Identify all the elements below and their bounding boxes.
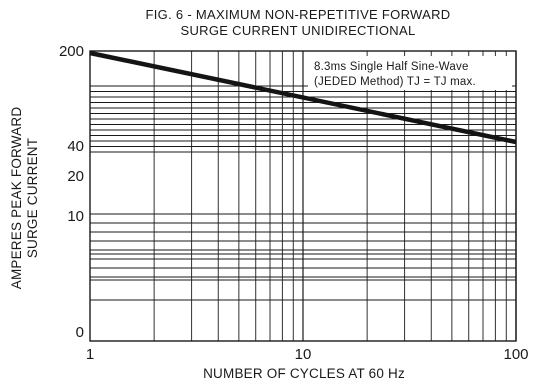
annotation-line-1: 8.3ms Single Half Sine-Wave — [314, 61, 469, 73]
y-axis-label-line-1: AMPERES PEAK FORWARD — [9, 107, 24, 290]
y-tick-label-0: 0 — [76, 324, 84, 341]
x-axis-label: NUMBER OF CYCLES AT 60 Hz — [203, 366, 405, 381]
chart-title-line-1: FIG. 6 - MAXIMUM NON-REPETITIVE FORWARD — [146, 7, 451, 22]
y-tick-label-40: 40 — [67, 138, 84, 155]
y-tick-label-20: 20 — [67, 168, 84, 185]
plot-frame — [89, 50, 517, 342]
y-axis-label: AMPERES PEAK FORWARD SURGE CURRENT — [9, 107, 40, 290]
grid-lines — [90, 51, 517, 341]
y-tick-label-10: 10 — [67, 208, 84, 225]
chart-title-line-2: SURGE CURRENT UNIDIRECTIONAL — [181, 23, 416, 38]
series-layer — [89, 50, 517, 145]
x-tick-label-1: 1 — [86, 346, 94, 363]
series-line-0 — [89, 50, 517, 145]
annotation-line-2: (JEDED Method) TJ = TJ max. — [314, 76, 476, 88]
x-tick-label-10: 10 — [295, 346, 312, 363]
annotation-box — [308, 56, 512, 90]
x-tick-label-100: 100 — [503, 346, 528, 363]
y-axis-label-line-2: SURGE CURRENT — [25, 138, 40, 258]
y-tick-label-200: 200 — [59, 43, 84, 60]
x-tick-labels: 1 10 100 — [86, 346, 529, 363]
